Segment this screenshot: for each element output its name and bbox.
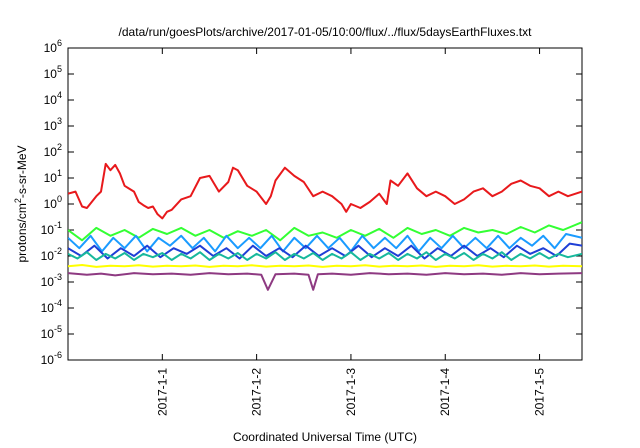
y-axis-label: protons/cm2-s-sr-MeV [13, 145, 29, 262]
y-tick-label: 101 [44, 168, 62, 185]
series-line-3 [68, 233, 582, 253]
y-tick-label: 10-1 [41, 220, 62, 237]
y-axis: 10-6 10-5 10-4 10-3 10-2 10-1 100 101 102 103 104 1… [41, 38, 582, 367]
series-line-2 [68, 221, 582, 242]
x-tick-label: 2017-1-3 [344, 368, 358, 416]
series-line-4 [68, 242, 582, 260]
y-tick-label: 10-6 [41, 350, 62, 367]
series-line-6 [68, 264, 582, 268]
series-line-1 [68, 162, 582, 220]
x-tick-label: 2017-1-5 [533, 368, 547, 416]
chart-title: /data/run/goesPlots/archive/2017-01-05/1… [119, 25, 533, 39]
y-tick-label: 103 [44, 116, 62, 133]
y-tick-label: 102 [44, 142, 62, 159]
y-tick-label: 10-4 [41, 298, 62, 315]
plot-area [67, 47, 583, 361]
y-tick-label: 106 [44, 38, 62, 55]
x-axis-label: Coordinated Universal Time (UTC) [233, 430, 417, 444]
y-tick-label: 10-5 [41, 324, 62, 341]
x-tick-label: 2017-1-4 [438, 368, 452, 416]
y-tick-label: 104 [44, 90, 62, 107]
y-tick-label: 105 [44, 64, 62, 81]
data-series [68, 162, 582, 291]
y-tick-label: 10-2 [41, 246, 62, 263]
series-line-5 [68, 251, 582, 261]
x-axis: 2017-1-1 2017-1-2 2017-1-3 2017-1-4 2017-1-5 [155, 48, 547, 416]
x-tick-label: 2017-1-1 [155, 368, 169, 416]
y-tick-label: 10-3 [41, 272, 62, 289]
series-line-7 [68, 272, 582, 291]
x-tick-label: 2017-1-2 [250, 368, 264, 416]
y-tick-label: 100 [44, 194, 62, 211]
